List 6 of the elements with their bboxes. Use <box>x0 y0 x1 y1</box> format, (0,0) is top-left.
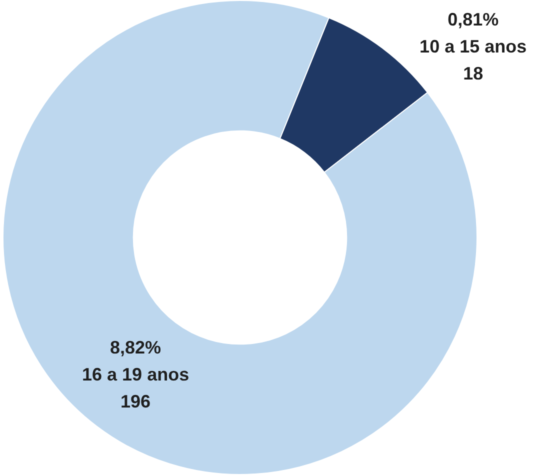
text: 8,82% <box>110 337 162 358</box>
data-label: 196 <box>120 391 151 412</box>
data-label: 18 <box>463 64 484 84</box>
text: 0,81% <box>448 10 499 30</box>
slice-label: 16 a 19 anos <box>82 364 190 384</box>
slice-label: 10 a 15 anos <box>420 36 527 57</box>
